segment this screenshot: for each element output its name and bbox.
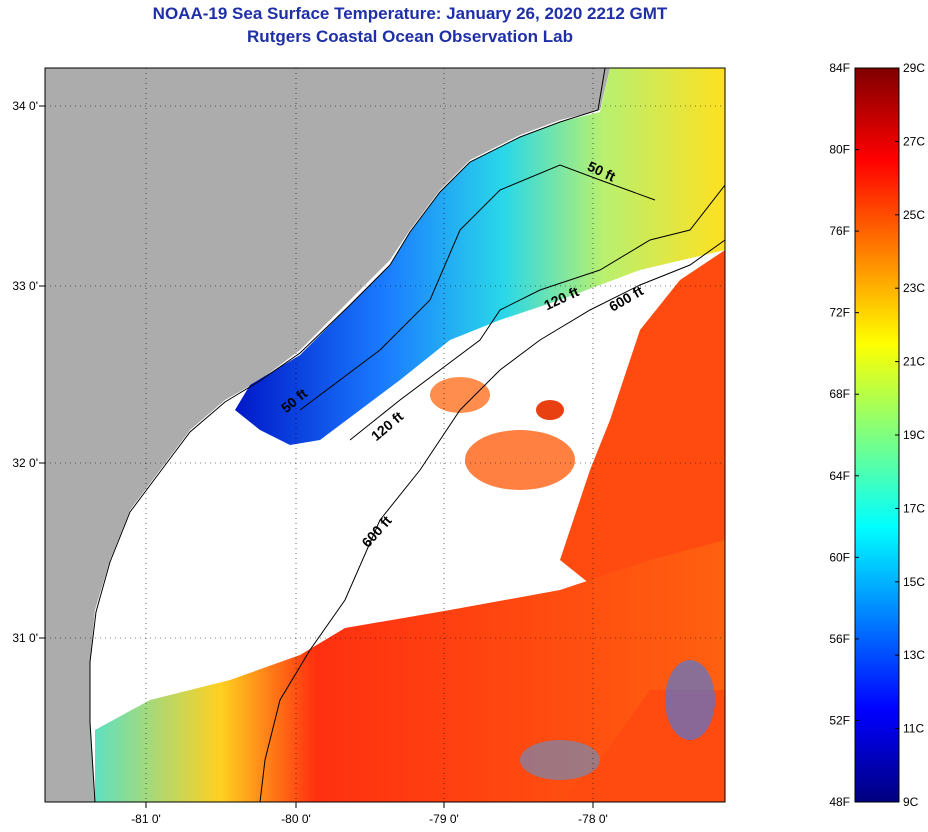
colorbar-f-label: 80F xyxy=(829,143,850,157)
contour-50ft xyxy=(299,164,656,411)
map-subtitle: Rutgers Coastal Ocean Observation Lab xyxy=(247,27,573,46)
contour-120ft xyxy=(349,184,725,441)
lat-label: 32 0' xyxy=(12,456,38,470)
colorbar-c-label: 9C xyxy=(903,795,919,809)
lat-lon-grid xyxy=(45,68,725,802)
colorbar-f-label: 56F xyxy=(829,632,850,646)
lon-label: -81 0' xyxy=(131,812,161,826)
colorbar-c-label: 23C xyxy=(903,281,925,295)
coastline xyxy=(89,68,606,802)
land-mass xyxy=(45,68,610,802)
colorbar-c-label: 19C xyxy=(903,428,925,442)
colorbar-f-label: 48F xyxy=(829,795,850,809)
contour-600ft xyxy=(259,239,725,802)
colorbar-f-label: 84F xyxy=(829,61,850,75)
lat-label: 33 0' xyxy=(12,279,38,293)
colorbar-c-label: 21C xyxy=(903,355,925,369)
colorbar-f-label: 68F xyxy=(829,387,850,401)
lat-label: 34 0' xyxy=(12,99,38,113)
cold-water-region xyxy=(235,68,725,445)
map-area xyxy=(45,68,725,802)
colorbar-c-label: 17C xyxy=(903,501,925,515)
colorbar xyxy=(854,67,900,803)
colorbar-f-label: 64F xyxy=(829,469,850,483)
map-title: NOAA-19 Sea Surface Temperature: January… xyxy=(152,4,668,23)
lon-label: -78 0' xyxy=(578,812,608,826)
colorbar-c-label: 27C xyxy=(903,134,925,148)
colorbar-c-label: 11C xyxy=(903,722,924,736)
colorbar-c-label: 15C xyxy=(903,575,925,589)
colorbar-c-label: 25C xyxy=(903,208,925,222)
colorbar-c-label: 13C xyxy=(903,648,925,662)
colorbar-f-label: 52F xyxy=(829,713,850,727)
colorbar-c-label: 29C xyxy=(903,61,925,75)
lon-label: -80 0' xyxy=(281,812,311,826)
map-frame xyxy=(44,67,726,803)
lat-ticks xyxy=(39,105,45,639)
lon-label: -79 0' xyxy=(429,812,459,826)
colorbar-labels: 84F 80F 76F 72F 68F 64F 60F 56F 52F 48F 29C 27C 25C 2… xyxy=(829,61,925,809)
colorbar-f-label: 76F xyxy=(829,224,850,238)
southern-water-region xyxy=(95,540,725,802)
colorbar-f-label: 60F xyxy=(829,550,850,564)
lat-label: 31 0' xyxy=(12,631,38,645)
colorbar-f-label: 72F xyxy=(829,306,850,320)
lon-ticks xyxy=(145,802,594,808)
